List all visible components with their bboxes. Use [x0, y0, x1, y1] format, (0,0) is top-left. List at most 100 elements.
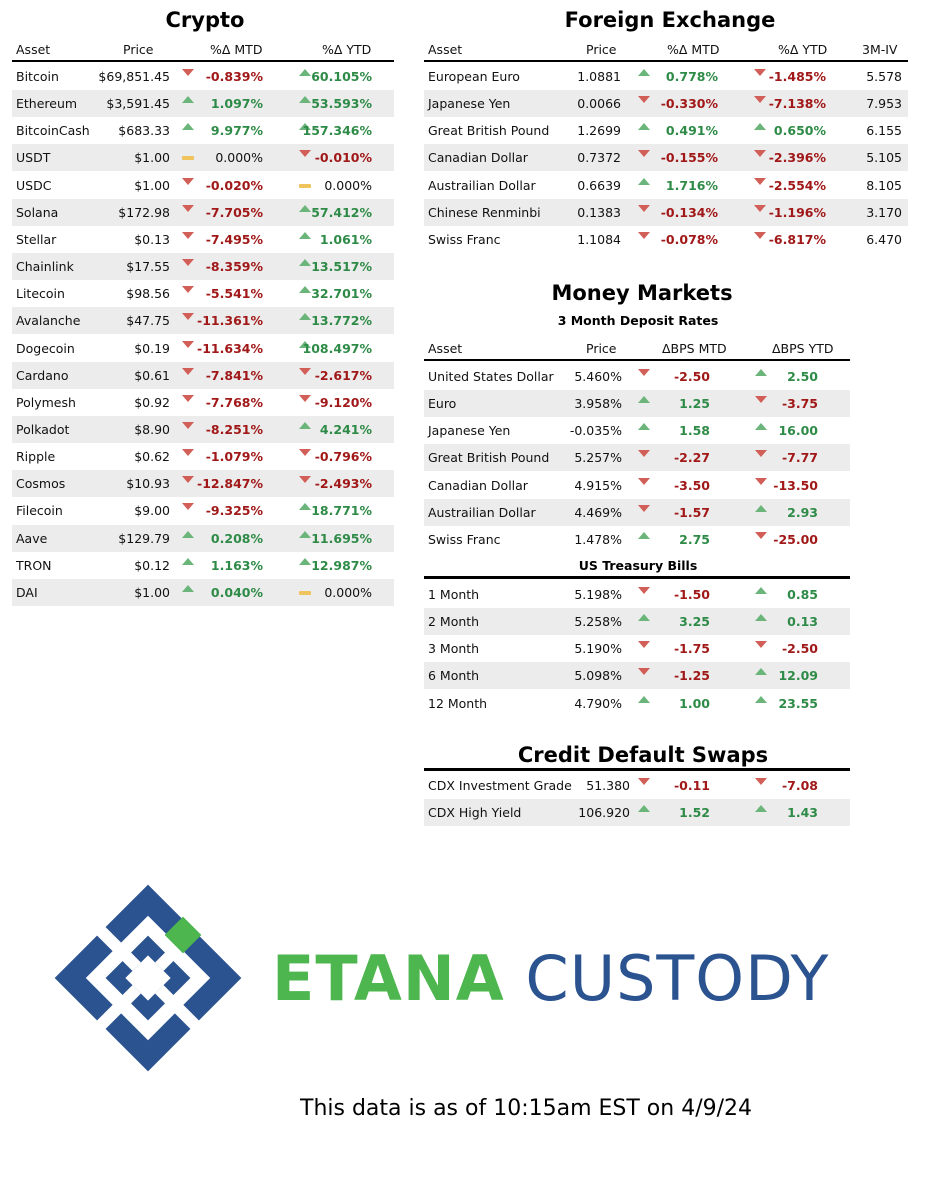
- price-value: $683.33: [118, 123, 170, 139]
- arrow-down-icon: [638, 96, 650, 104]
- arrow-up-icon: [638, 423, 650, 431]
- arrow-down-icon: [638, 477, 650, 485]
- ytd-change: -2.396%: [768, 150, 826, 166]
- arrow-up-icon: [182, 96, 194, 104]
- price-value: $1.00: [134, 150, 170, 166]
- asset-name: Aave: [16, 530, 48, 546]
- ytd-change: 12.987%: [311, 557, 372, 573]
- asset-name: Austrailian Dollar: [428, 177, 536, 193]
- tbills-subtitle: US Treasury Bills: [578, 558, 698, 573]
- etana-custody-wordmark: ETANA CUSTODY: [272, 942, 829, 1015]
- price-value: $10.93: [126, 476, 170, 492]
- mtd-change: -1.57: [673, 504, 710, 520]
- asset-name: Canadian Dollar: [428, 150, 528, 166]
- arrow-down-icon: [755, 450, 767, 458]
- asset-name: Swiss Franc: [428, 531, 501, 547]
- asset-name: CDX High Yield: [428, 805, 522, 821]
- etana-logo-icon: [54, 884, 242, 1072]
- crypto-row: Stellar $0.13 -7.495% 1.061%: [12, 226, 394, 253]
- price-value: $0.19: [134, 340, 170, 356]
- asset-name: Japanese Yen: [428, 96, 511, 112]
- fx-header-ytd: %Δ YTD: [778, 42, 828, 57]
- price-value: $0.62: [134, 449, 170, 465]
- mtd-change: -0.020%: [205, 177, 263, 193]
- mtd-change: -2.50: [673, 369, 710, 384]
- ytd-change: -7.138%: [768, 96, 826, 112]
- asset-name: Litecoin: [16, 286, 65, 302]
- mtd-change: 3.25: [679, 614, 710, 630]
- arrow-up-icon: [755, 587, 767, 594]
- arrow-up-icon: [299, 96, 311, 104]
- fx-header-asset: Asset: [428, 42, 463, 57]
- asset-name: Cosmos: [16, 476, 66, 492]
- arrow-up-icon: [755, 805, 767, 813]
- ytd-change: 4.241%: [319, 421, 372, 437]
- arrow-down-icon: [299, 449, 311, 457]
- mtd-change: -7.705%: [205, 204, 263, 220]
- brand-word-etana: ETANA: [272, 942, 505, 1015]
- arrow-down-icon: [182, 367, 194, 375]
- asset-name: 12 Month: [428, 695, 488, 711]
- mtd-change: -2.27: [673, 450, 710, 466]
- price-value: 1.1084: [577, 231, 621, 247]
- arrow-up-icon: [754, 123, 766, 131]
- crypto-row: BitcoinCash $683.33 9.977% 157.346%: [12, 117, 394, 144]
- price-value: $69,851.45: [98, 69, 170, 84]
- ytd-change: -2.617%: [314, 367, 372, 383]
- mtd-change: -1.079%: [205, 449, 263, 465]
- ytd-change: -2.493%: [314, 476, 372, 492]
- arrow-up-icon: [638, 695, 650, 703]
- crypto-row: Polkadot $8.90 -8.251% 4.241%: [12, 415, 394, 443]
- mtd-change: 2.75: [679, 531, 710, 547]
- ytd-change: 53.593%: [311, 96, 372, 112]
- price-value: $0.92: [134, 394, 170, 410]
- price-value: $98.56: [126, 286, 170, 302]
- arrow-down-icon: [638, 778, 650, 785]
- crypto-row: Cosmos $10.93 -12.847% -2.493%: [12, 470, 394, 498]
- crypto-row: Avalanche $47.75 -11.361% 13.772%: [12, 307, 394, 335]
- ytd-change: -2.50: [781, 641, 818, 657]
- crypto-row: Ethereum $3,591.45 1.097% 53.593%: [12, 90, 394, 118]
- price-value: 4.915%: [574, 477, 622, 493]
- price-value: 106.920: [578, 805, 630, 821]
- ytd-change: -1.196%: [768, 204, 826, 220]
- money-market-row: Great British Pound 5.257% -2.27 -7.77: [424, 444, 850, 472]
- mtd-change: 1.25: [679, 396, 710, 412]
- arrow-up-icon: [638, 531, 650, 539]
- price-value: 0.6639: [577, 177, 621, 193]
- ytd-change: 13.772%: [311, 313, 372, 329]
- asset-name: 3 Month: [428, 641, 480, 657]
- mtd-change: -11.361%: [197, 313, 263, 329]
- mtd-change: 1.163%: [210, 557, 263, 573]
- implied-vol-value: 3.170: [866, 204, 902, 220]
- crypto-row: Dogecoin $0.19 -11.634% 108.497%: [12, 335, 394, 362]
- crypto-header-ytd: %Δ YTD: [322, 42, 372, 57]
- crypto-header-mtd: %Δ MTD: [210, 42, 263, 57]
- ytd-change: 18.771%: [311, 503, 372, 519]
- mtd-change: -12.847%: [197, 476, 263, 492]
- ytd-change: 16.00: [778, 423, 818, 439]
- cds-divider: [424, 768, 850, 771]
- arrow-up-icon: [755, 423, 767, 431]
- asset-name: Polymesh: [16, 394, 76, 410]
- money-header-price: Price: [586, 341, 617, 356]
- price-value: 0.1383: [577, 204, 621, 220]
- crypto-row: Polymesh $0.92 -7.768% -9.120%: [12, 389, 394, 416]
- asset-name: CDX Investment Grade: [428, 778, 572, 793]
- asset-name: Dogecoin: [16, 340, 75, 356]
- tbills-divider: [424, 576, 850, 579]
- arrow-down-icon: [182, 394, 194, 402]
- mtd-change: 0.000%: [215, 150, 263, 166]
- asset-name: Austrailian Dollar: [428, 504, 536, 520]
- arrow-up-icon: [638, 123, 650, 131]
- arrow-down-icon: [754, 177, 766, 185]
- arrow-down-icon: [638, 668, 650, 676]
- arrow-down-icon: [182, 286, 194, 294]
- arrow-up-icon: [638, 614, 650, 622]
- arrow-up-icon: [182, 557, 194, 565]
- price-value: 5.098%: [574, 668, 622, 684]
- arrow-down-icon: [754, 96, 766, 104]
- mtd-change: 1.52: [679, 805, 710, 821]
- arrow-down-icon: [638, 641, 650, 649]
- fx-row: Swiss Franc 1.1084 -0.078% -6.817% 6.470: [424, 226, 908, 253]
